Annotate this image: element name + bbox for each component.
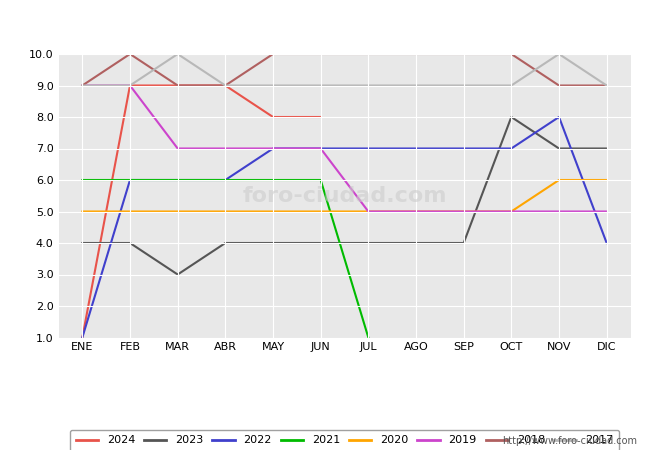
Text: foro-ciudad.com: foro-ciudad.com	[242, 186, 447, 206]
Legend: 2024, 2023, 2022, 2021, 2020, 2019, 2018, 2017: 2024, 2023, 2022, 2021, 2020, 2019, 2018…	[70, 430, 619, 450]
Text: http://www.foro-ciudad.com: http://www.foro-ciudad.com	[502, 436, 637, 446]
Text: Afiliados en Badules a 31/5/2024: Afiliados en Badules a 31/5/2024	[172, 14, 478, 32]
